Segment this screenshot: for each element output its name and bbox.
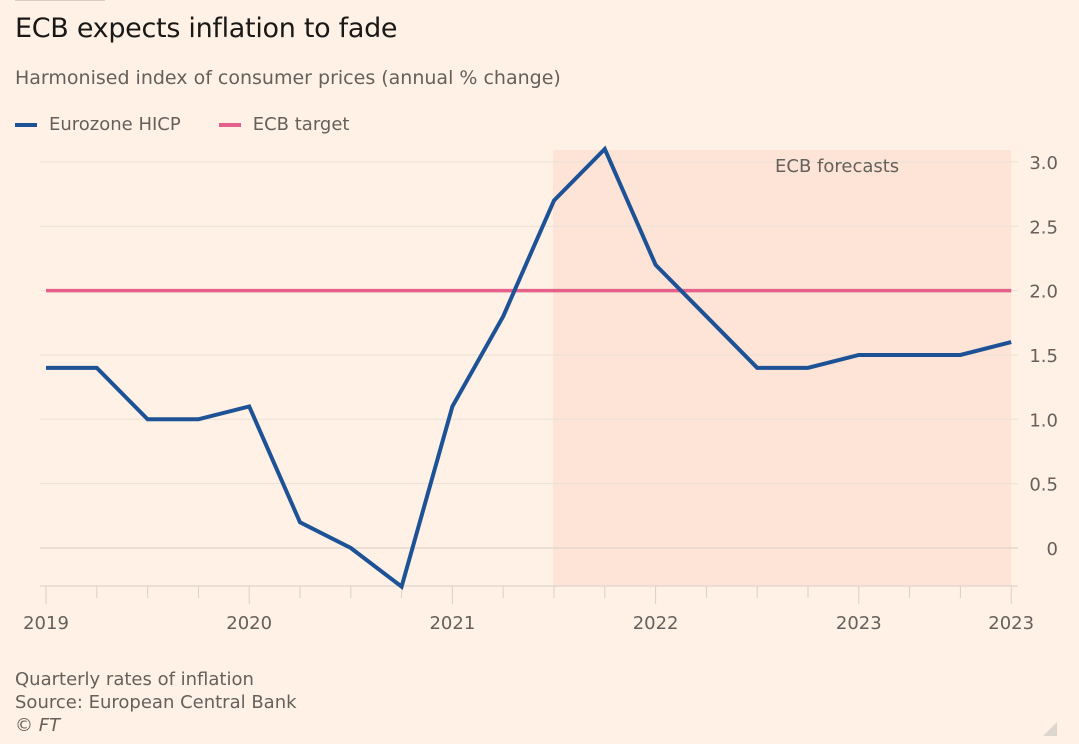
y-tick-label: 2.0 bbox=[1029, 282, 1058, 303]
legend-swatch-ecb-target bbox=[218, 122, 241, 127]
legend-item-ecb-target: ECB target bbox=[218, 114, 350, 135]
x-tick-label: 2019 bbox=[23, 613, 69, 634]
top-rule bbox=[15, 0, 105, 1]
x-tick-label: 2023 bbox=[988, 613, 1034, 634]
y-tick-label: 0.5 bbox=[1029, 475, 1058, 496]
y-tick-label: 2.5 bbox=[1029, 217, 1058, 238]
legend-label-ecb-target: ECB target bbox=[252, 114, 350, 135]
legend-item-hicp: Eurozone HICP bbox=[15, 114, 181, 135]
chart-subtitle: Harmonised index of consumer prices (ann… bbox=[15, 67, 561, 89]
footnote-copyright: © FT bbox=[15, 715, 61, 736]
chart-title: ECB expects inflation to fade bbox=[15, 13, 398, 44]
y-tick-label: 3.0 bbox=[1029, 153, 1058, 174]
y-tick-label: 1.5 bbox=[1029, 346, 1058, 367]
legend-swatch-hicp bbox=[15, 122, 37, 127]
forecast-label: ECB forecasts bbox=[775, 156, 899, 177]
legend-label-hicp: Eurozone HICP bbox=[49, 114, 181, 135]
resize-corner-icon bbox=[1043, 722, 1057, 736]
footnote-source: Source: European Central Bank bbox=[15, 692, 297, 713]
y-tick-label: 1.0 bbox=[1029, 410, 1058, 431]
footnotes: Quarterly rates of inflation Source: Eur… bbox=[15, 668, 297, 737]
x-tick-label: 2021 bbox=[429, 613, 475, 634]
x-tick-label: 2020 bbox=[226, 613, 272, 634]
x-tick-label: 2022 bbox=[633, 613, 679, 634]
legend: Eurozone HICP ECB target bbox=[15, 114, 349, 135]
series-line-eurozone-hicp bbox=[46, 145, 1012, 590]
y-tick-label: 0 bbox=[1047, 539, 1058, 560]
footnote-description: Quarterly rates of inflation bbox=[15, 669, 254, 690]
x-tick-label: 2023 bbox=[836, 613, 882, 634]
